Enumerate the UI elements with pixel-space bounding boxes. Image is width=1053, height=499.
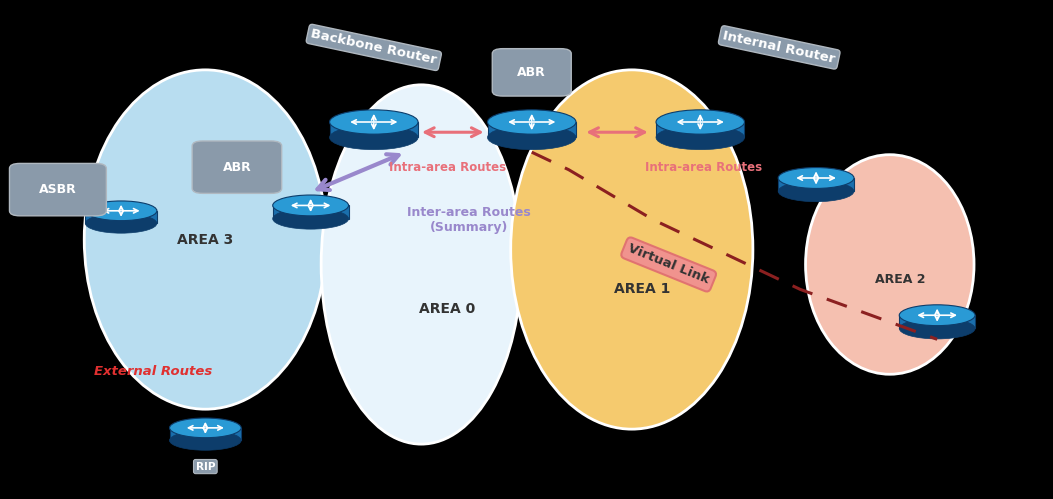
Ellipse shape bbox=[85, 214, 157, 233]
Ellipse shape bbox=[778, 181, 854, 202]
Text: External Routes: External Routes bbox=[94, 365, 212, 378]
Text: ABR: ABR bbox=[222, 161, 252, 174]
Text: Inter-area Routes
(Summary): Inter-area Routes (Summary) bbox=[406, 206, 531, 234]
Ellipse shape bbox=[899, 305, 975, 326]
Bar bbox=[85, 211, 157, 224]
Text: Internal Router: Internal Router bbox=[721, 29, 837, 66]
Ellipse shape bbox=[170, 431, 241, 450]
Ellipse shape bbox=[806, 155, 974, 374]
Ellipse shape bbox=[170, 418, 241, 438]
Bar bbox=[488, 122, 576, 138]
Bar bbox=[330, 122, 418, 138]
Ellipse shape bbox=[85, 201, 157, 221]
Text: AREA 1: AREA 1 bbox=[614, 282, 671, 296]
Ellipse shape bbox=[778, 168, 854, 189]
Ellipse shape bbox=[488, 125, 576, 150]
Text: AREA 2: AREA 2 bbox=[875, 273, 926, 286]
Text: Intra-area Routes: Intra-area Routes bbox=[644, 161, 762, 174]
Ellipse shape bbox=[330, 125, 418, 150]
Bar bbox=[656, 122, 744, 138]
Text: AREA 0: AREA 0 bbox=[419, 302, 476, 316]
Ellipse shape bbox=[321, 85, 521, 444]
Text: Backbone Router: Backbone Router bbox=[310, 27, 438, 67]
Text: AREA 3: AREA 3 bbox=[177, 233, 234, 247]
Text: Virtual Link: Virtual Link bbox=[627, 242, 711, 287]
Ellipse shape bbox=[330, 110, 418, 134]
Ellipse shape bbox=[656, 125, 744, 150]
Ellipse shape bbox=[273, 208, 349, 229]
Text: ASBR: ASBR bbox=[39, 183, 77, 196]
Text: ABR: ABR bbox=[517, 66, 547, 79]
Bar bbox=[778, 178, 854, 191]
FancyBboxPatch shape bbox=[9, 164, 106, 216]
FancyBboxPatch shape bbox=[192, 141, 282, 193]
FancyBboxPatch shape bbox=[493, 49, 571, 96]
Ellipse shape bbox=[511, 70, 753, 429]
Ellipse shape bbox=[656, 110, 744, 134]
Text: Intra-area Routes: Intra-area Routes bbox=[389, 161, 506, 174]
Ellipse shape bbox=[488, 110, 576, 134]
Bar bbox=[899, 315, 975, 328]
Ellipse shape bbox=[899, 318, 975, 339]
Text: RIP: RIP bbox=[196, 462, 215, 472]
Ellipse shape bbox=[84, 70, 326, 409]
Bar bbox=[273, 206, 349, 219]
Ellipse shape bbox=[273, 195, 349, 216]
Bar bbox=[170, 428, 241, 441]
